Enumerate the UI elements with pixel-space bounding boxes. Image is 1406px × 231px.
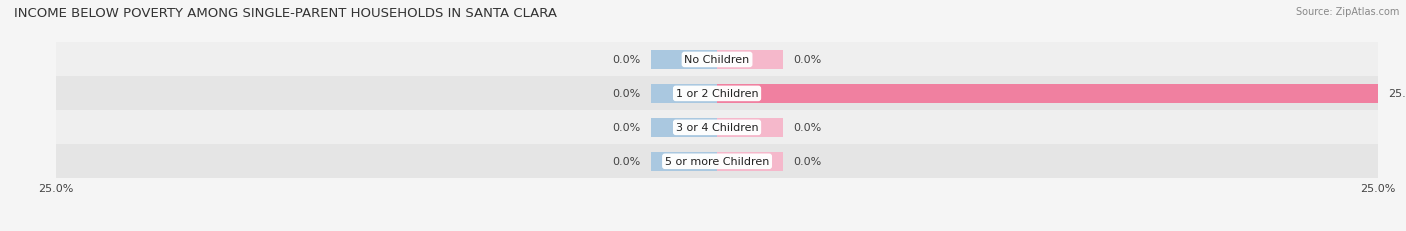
Text: 3 or 4 Children: 3 or 4 Children	[676, 123, 758, 133]
Bar	[717, 152, 783, 171]
Text: 0.0%: 0.0%	[794, 55, 823, 65]
Bar	[56, 43, 1378, 77]
Text: 0.0%: 0.0%	[612, 55, 640, 65]
Text: 0.0%: 0.0%	[794, 157, 823, 167]
Bar	[651, 119, 717, 137]
Bar	[651, 85, 717, 103]
Text: 0.0%: 0.0%	[794, 123, 823, 133]
Text: 0.0%: 0.0%	[612, 123, 640, 133]
Text: 25.0%: 25.0%	[1389, 89, 1406, 99]
Text: 0.0%: 0.0%	[612, 157, 640, 167]
Text: 5 or more Children: 5 or more Children	[665, 157, 769, 167]
Bar	[56, 77, 1378, 111]
Bar	[651, 152, 717, 171]
Text: INCOME BELOW POVERTY AMONG SINGLE-PARENT HOUSEHOLDS IN SANTA CLARA: INCOME BELOW POVERTY AMONG SINGLE-PARENT…	[14, 7, 557, 20]
Bar	[56, 111, 1378, 145]
Bar	[651, 51, 717, 70]
Text: 0.0%: 0.0%	[612, 89, 640, 99]
Bar	[717, 85, 1378, 103]
Bar	[717, 51, 783, 70]
Text: No Children: No Children	[685, 55, 749, 65]
Bar	[56, 145, 1378, 179]
Text: 1 or 2 Children: 1 or 2 Children	[676, 89, 758, 99]
Bar	[717, 119, 783, 137]
Text: Source: ZipAtlas.com: Source: ZipAtlas.com	[1295, 7, 1399, 17]
